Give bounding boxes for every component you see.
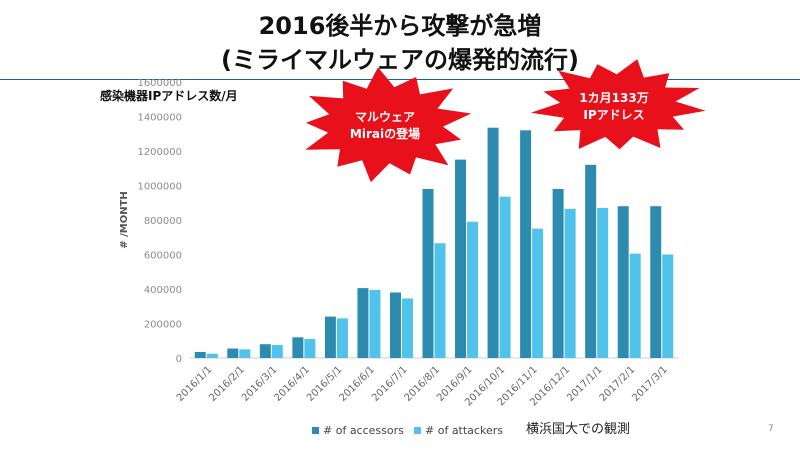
- slide-title-line1: 2016後半から攻撃が急増: [258, 12, 542, 40]
- callout-text-line1: マルウェア: [355, 110, 415, 124]
- bar-attackers: [369, 289, 381, 358]
- page-number: 7: [768, 424, 774, 434]
- bar-accessors: [585, 164, 597, 358]
- y-tick-label: 0: [176, 354, 182, 365]
- bar-attackers: [564, 208, 576, 358]
- bar-attackers: [206, 353, 218, 358]
- bar-attackers: [271, 345, 283, 358]
- legend: # of accessors # of attackers: [312, 424, 503, 437]
- callout-text-line2: IPアドレス: [583, 108, 644, 122]
- bar-attackers: [662, 254, 674, 358]
- bar-attackers: [499, 196, 511, 358]
- bar-accessors: [227, 348, 239, 358]
- bar-attackers: [239, 349, 251, 358]
- source-label: 横浜国大での観測: [526, 422, 631, 437]
- bar-accessors: [194, 351, 206, 358]
- bar-attackers: [532, 228, 544, 358]
- legend-label: # of accessors: [323, 424, 404, 437]
- y-tick-label: 1600000: [137, 78, 182, 89]
- bar-accessors: [422, 188, 434, 358]
- y-axis: 0 200000 400000 600000 800000 1000000 1200000 1…: [119, 78, 678, 365]
- bar-attackers: [434, 243, 446, 358]
- y-tick-label: 400000: [144, 285, 182, 296]
- peak-callout-burst: 1カ月133万 IPアドレス: [530, 59, 706, 150]
- y-tick-label: 200000: [144, 320, 182, 331]
- callout-text-line2: Miraiの登場: [350, 126, 420, 141]
- bar-accessors: [617, 206, 629, 358]
- bar-attackers: [597, 207, 609, 358]
- legend-label: # of attackers: [425, 424, 503, 437]
- bar-accessors: [357, 288, 369, 358]
- bar-accessors: [292, 337, 304, 358]
- callout-text-line1: 1カ月133万: [579, 91, 648, 105]
- y-tick-label: 600000: [144, 251, 182, 262]
- bar-accessors: [389, 292, 401, 358]
- bar-accessors: [520, 130, 532, 358]
- legend-swatch: [414, 427, 421, 434]
- legend-swatch: [312, 427, 319, 434]
- y-tick-label: 1400000: [137, 113, 182, 124]
- y-tick-label: 1200000: [137, 147, 182, 158]
- bar-accessors: [455, 159, 467, 358]
- bar-accessors: [259, 344, 271, 358]
- burst-shape: [530, 59, 706, 150]
- bar-attackers: [401, 298, 413, 358]
- burst-shape: [305, 67, 472, 183]
- bar-accessors: [552, 188, 564, 358]
- y-tick-label: 1000000: [137, 182, 182, 193]
- bar-attackers: [629, 253, 641, 358]
- y-tick-label: 800000: [144, 216, 182, 227]
- bars: [194, 127, 674, 359]
- bar-attackers: [336, 318, 348, 358]
- slide-title-line2: (ミライマルウェアの爆発的流行): [221, 46, 579, 74]
- x-axis: 2016/1/12016/2/12016/3/12016/4/12016/5/1…: [175, 364, 670, 408]
- unit-label: 感染機器IPアドレス数/月: [100, 89, 238, 103]
- bar-accessors: [324, 316, 336, 358]
- bar-accessors: [487, 127, 499, 359]
- bar-attackers: [304, 339, 316, 358]
- bar-attackers: [467, 221, 479, 358]
- title-divider: [0, 79, 800, 80]
- bar-accessors: [650, 206, 662, 358]
- x-tick-label: 2017/3/1: [630, 364, 670, 404]
- y-axis-title: # /MONTH: [119, 191, 130, 249]
- mirai-callout-burst: マルウェア Miraiの登場: [305, 67, 472, 183]
